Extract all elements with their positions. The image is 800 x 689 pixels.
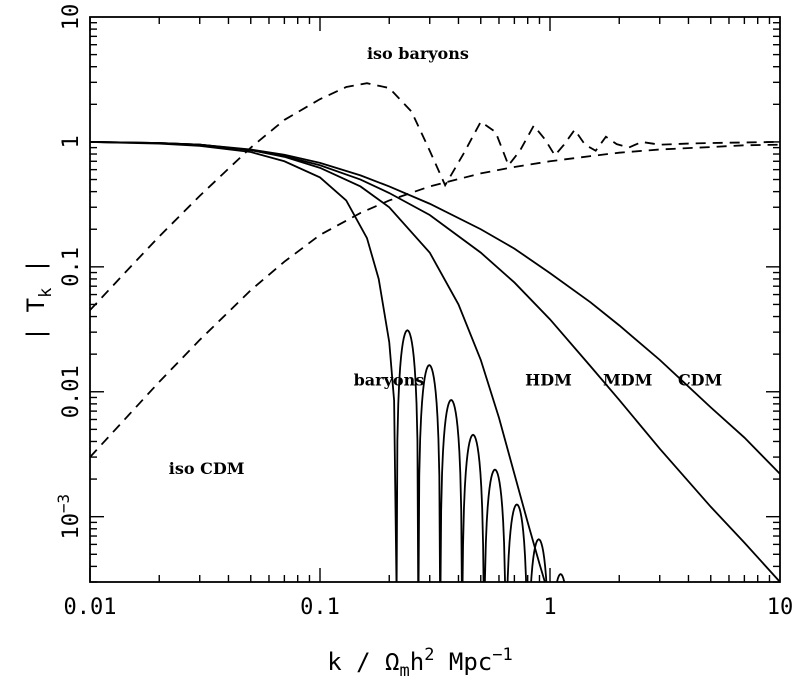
curve-annotation: baryons xyxy=(354,371,425,390)
x-tick-label: 0.1 xyxy=(300,595,340,620)
y-tick-label: 10−3 xyxy=(54,494,84,540)
y-tick-label: 0.1 xyxy=(59,247,84,287)
tick-labels: 0.01 0.1 1 10 10−3 0.01 0.1 1 10 xyxy=(54,4,793,620)
curve-hdm xyxy=(90,141,546,582)
axis-ticks xyxy=(89,17,780,583)
curves xyxy=(90,82,780,582)
plot-area xyxy=(89,16,781,583)
curve-annotation: iso CDM xyxy=(169,459,245,478)
curve-annotations: iso baryons iso CDM baryons HDM MDM CDM xyxy=(169,44,723,478)
curve-iso-baryons xyxy=(90,82,780,311)
curve-annotation: iso baryons xyxy=(367,44,469,63)
y-tick-label: 0.01 xyxy=(59,365,84,418)
x-axis-label: k / Ωmh2 Mpc−1 xyxy=(327,645,512,681)
y-tick-label: 1 xyxy=(59,135,84,148)
curve-annotation: HDM xyxy=(525,371,572,390)
y-tick-label: 10 xyxy=(59,4,84,31)
x-tick-label: 10 xyxy=(767,595,794,620)
plot-frame xyxy=(89,16,781,583)
curve-baryons xyxy=(90,141,726,582)
x-tick-label: 0.01 xyxy=(64,595,117,620)
curve-annotation: CDM xyxy=(678,371,722,390)
curve-mdm xyxy=(90,141,780,582)
y-axis-label: | Tk | xyxy=(22,259,56,342)
x-tick-label: 1 xyxy=(543,595,556,620)
curve-cdm xyxy=(90,141,780,475)
curve-annotation: MDM xyxy=(603,371,652,390)
curve-iso-cdm xyxy=(90,143,780,458)
